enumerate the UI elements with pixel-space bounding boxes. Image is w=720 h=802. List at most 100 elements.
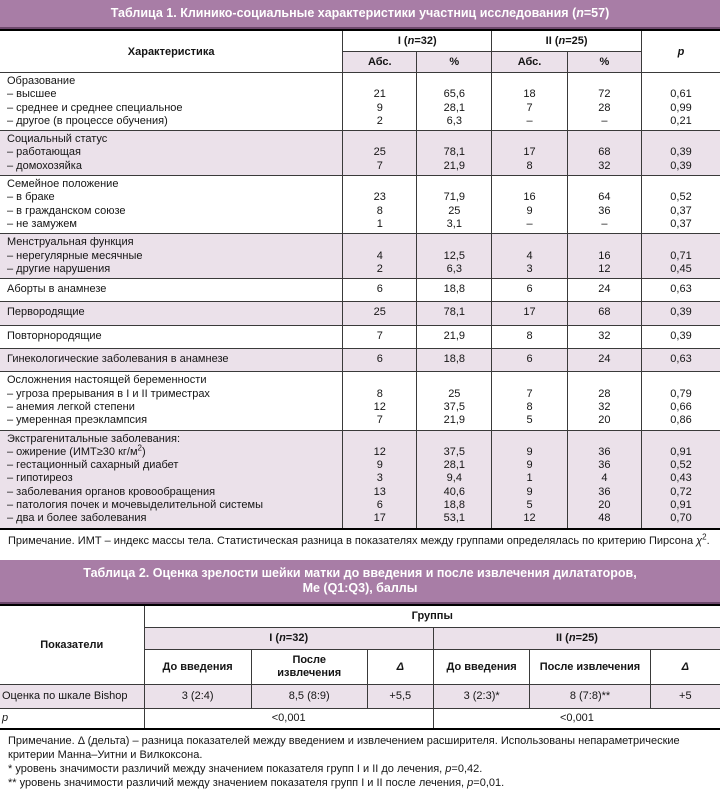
cell-line: 8 [526, 329, 533, 342]
pct1-cell: 65,6 28,1 6,3 [416, 71, 493, 132]
cell-line: 71,9 [443, 191, 466, 204]
characteristic-cell: Менструальная функция – нерегулярные меся… [0, 233, 344, 280]
cell-line: – другое (в процессе обучения) [7, 114, 168, 127]
cell-line: 8 [526, 400, 533, 413]
table2-note-line-2: * уровень значимости различий между знач… [8, 763, 483, 775]
cell-line: Гинекологические заболевания в анамнезе [7, 353, 229, 366]
cell-line: – гестационный сахарный диабет [7, 459, 179, 472]
cell-line: 9 [376, 459, 383, 472]
cell-line: 0,39 [670, 306, 692, 319]
table1-group-row: Первородящие 25 78,1 17 68 0,39 [0, 301, 720, 326]
cell-line: Осложнения настоящей беременности [7, 374, 207, 387]
cell-line: 7 [526, 101, 533, 114]
table2-subheader-delta-1: Δ [366, 649, 434, 686]
cell-line: 0,43 [670, 472, 692, 485]
abs2-cell: 6 [491, 348, 568, 373]
table1-subheader-abs-1: Абс. [342, 51, 418, 73]
cell-line [417, 178, 491, 191]
abs2-cell: 18 7– [491, 71, 568, 132]
cell-line: 28,1 [443, 101, 466, 114]
cell-line: – угроза прерывания в I и II триместрах [7, 387, 210, 400]
cell-line: 12 [373, 400, 386, 413]
characteristic-cell: Семейное положение – в браке – в гражданск… [0, 175, 344, 235]
abs1-cell: 6 [342, 278, 418, 303]
abs2-cell: 6 [491, 278, 568, 303]
pct1-cell: 71,9 25 3,1 [416, 175, 493, 235]
cell-line: 0,52 [670, 459, 692, 472]
table2-subheader-delta-2: Δ [649, 649, 720, 686]
abs1-cell: 8 12 7 [342, 371, 418, 431]
cell-line: 23 [373, 191, 386, 204]
p-cell: 0,39 [641, 324, 720, 350]
cell-line: 37,5 [443, 445, 466, 458]
cell-line: 36 [598, 459, 611, 472]
cell-line: 21 [373, 88, 386, 101]
characteristic-cell: Социальный статус – работающая – домохозяй… [0, 130, 344, 177]
cell-line: 0,91 [670, 445, 692, 458]
cell-line: 5 [526, 499, 533, 512]
cell-line: 28 [598, 387, 611, 400]
cell-line: 25 [373, 306, 386, 319]
table2-groups-header: Группы [143, 604, 720, 629]
table1-group2-header: II (n=25) [491, 29, 642, 52]
cell-line: 9 [526, 459, 533, 472]
cell-line [343, 178, 416, 191]
cell-line: 2 [376, 262, 383, 275]
cell-line [642, 433, 720, 446]
cell-line: 68 [598, 306, 611, 319]
table1-subheader-pct-1: % [416, 51, 493, 73]
cell-line: – не замужем [7, 217, 77, 230]
cell-line: 3 [376, 472, 383, 485]
cell-line: 25 [448, 204, 461, 217]
cell-line: 1 [376, 217, 383, 230]
table1-section: Таблица 1. Клинико-социальные характерис… [0, 0, 720, 547]
cell-line: 16 [523, 191, 536, 204]
abs2-cell: 9 9 1 9 5 12 [491, 429, 568, 530]
cell-line: Менструальная функция [7, 236, 134, 249]
cell-line: 24 [598, 283, 611, 296]
cell-line: Семейное положение [7, 178, 119, 191]
cell-line: 7 [376, 159, 383, 172]
cell-line: 24 [598, 353, 611, 366]
table2-note-line-1: Примечание. Δ (дельта) – разница показат… [8, 735, 680, 762]
abs1-cell: 7 [342, 324, 418, 350]
cell-line: 32 [598, 400, 611, 413]
table1-group-row: Социальный статус – работающая – домохозяй… [0, 130, 720, 177]
cell-line [417, 433, 491, 446]
abs2-cell: 8 [491, 324, 568, 350]
cell-line: 4 [376, 249, 383, 262]
cell-line: 0,45 [670, 262, 692, 275]
cell-line: 0,39 [670, 146, 692, 159]
cell-line [417, 75, 491, 88]
pct1-cell: 18,8 [416, 348, 493, 373]
cell-line: – домохозяйка [7, 159, 82, 172]
cell-line: 0,63 [670, 353, 692, 366]
cell-line: – патология почек и мочевыделительной си… [7, 499, 264, 512]
p-row-label: p [0, 708, 145, 730]
pct2-cell: 64 36– [566, 175, 643, 235]
cell-line: 12 [523, 512, 536, 525]
cell-line: – ожирение (ИМТ≥30 кг/м2) [7, 443, 146, 458]
pct1-cell: 78,1 21,9 [416, 130, 493, 177]
cell-line: – два и более заболевания [7, 512, 147, 525]
cell-line: 0,66 [670, 400, 692, 413]
table1-group1-header: I (n=32) [342, 29, 493, 52]
pct1-cell: 78,1 [416, 301, 493, 326]
cell-line: – другие нарушения [7, 262, 111, 275]
cell-line: 4 [526, 249, 533, 262]
cell-line: 0,91 [670, 499, 692, 512]
table2-bishop-row: Оценка по шкале Bishop 3 (2:4) 8,5 (8:9)… [0, 684, 720, 710]
cell-line [343, 374, 416, 387]
cell-line [492, 75, 567, 88]
table1-col-header-characteristic: Характеристика [0, 29, 344, 73]
cell-line: 6 [526, 283, 533, 296]
bishop-delta-2: +5 [649, 684, 720, 710]
bishop-before-1: 3 (2:4) [143, 684, 252, 710]
cell-line [568, 433, 641, 446]
cell-line: Социальный статус [7, 133, 108, 146]
cell-line: 6 [376, 353, 383, 366]
cell-line [343, 236, 416, 249]
cell-line: 21,9 [443, 414, 466, 427]
